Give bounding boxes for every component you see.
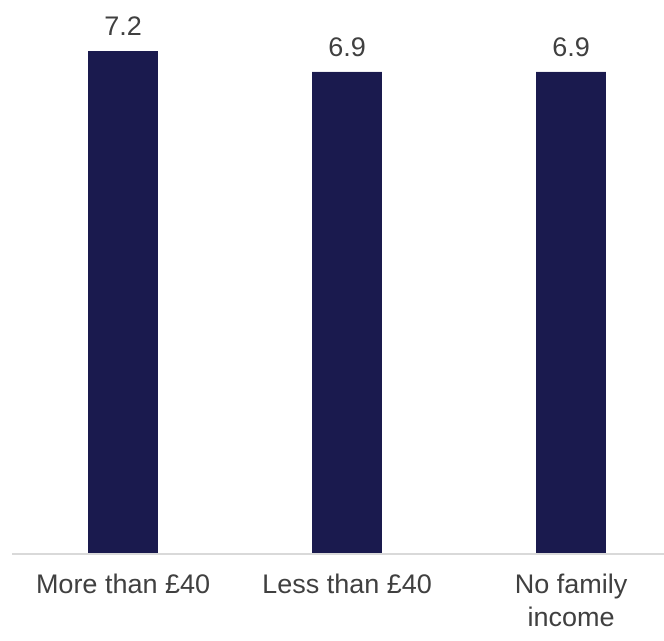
- category-labels-group: More than £40 Less than £40 No familyincom…: [36, 569, 628, 632]
- data-labels-group: 7.2 6.9 6.9: [104, 11, 590, 62]
- bars-group: [88, 51, 606, 554]
- bar-1: [312, 71, 382, 554]
- bar-2: [536, 71, 606, 554]
- data-label-2: 6.9: [552, 32, 590, 62]
- data-label-1: 6.9: [328, 32, 366, 62]
- category-label-2-line-0: No family: [515, 569, 628, 599]
- category-label-2-line-1: income: [527, 602, 614, 632]
- bar-0: [88, 51, 158, 553]
- category-label-0: More than £40: [36, 569, 210, 599]
- data-label-0: 7.2: [104, 11, 142, 41]
- category-label-1: Less than £40: [262, 569, 432, 599]
